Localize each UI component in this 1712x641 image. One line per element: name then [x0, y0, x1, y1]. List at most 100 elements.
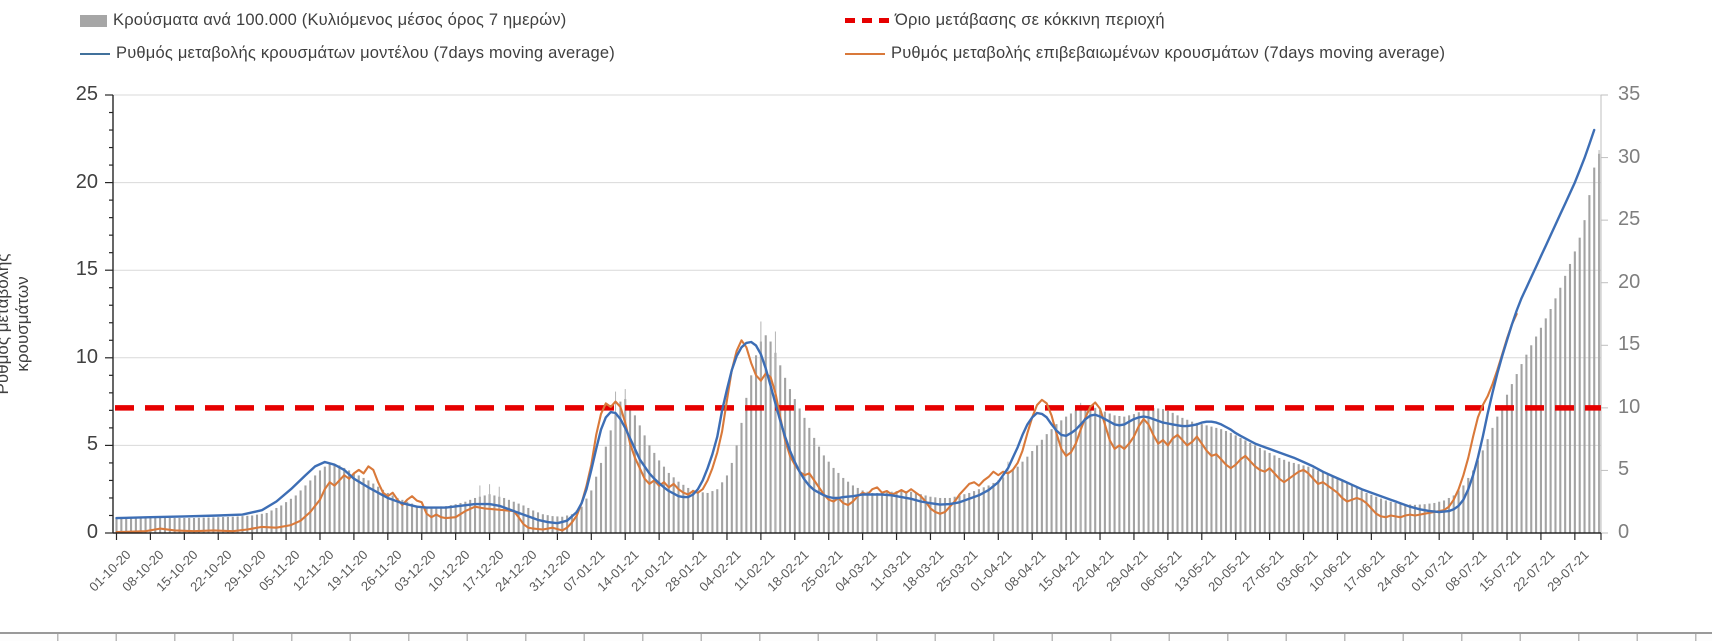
- bar: [372, 483, 375, 533]
- bar: [1346, 482, 1349, 533]
- bar: [1244, 440, 1247, 533]
- bar: [842, 477, 845, 533]
- bar: [730, 462, 733, 533]
- bar: [527, 507, 530, 533]
- bar: [619, 401, 622, 533]
- bar: [1404, 504, 1407, 533]
- bar: [740, 422, 743, 533]
- y-axis-left-tick-label: 15: [75, 258, 98, 281]
- bar: [561, 516, 564, 533]
- bar: [188, 517, 191, 533]
- bar: [536, 512, 540, 533]
- bar: [750, 375, 753, 533]
- bar: [507, 499, 510, 533]
- bar: [285, 502, 288, 533]
- bar: [454, 504, 457, 533]
- bar: [1065, 416, 1068, 533]
- bar: [260, 513, 263, 533]
- bar: [1021, 461, 1024, 533]
- bar: [149, 517, 152, 533]
- bar: [1399, 503, 1402, 533]
- bar: [1060, 420, 1063, 533]
- bar: [788, 389, 792, 533]
- bar: [1564, 275, 1567, 533]
- bar: [367, 480, 370, 533]
- bar: [1462, 485, 1465, 533]
- bar: [1036, 445, 1039, 533]
- bar: [246, 515, 249, 533]
- bar: [212, 517, 215, 533]
- model-rate-line: [115, 128, 1596, 525]
- bar: [1108, 413, 1111, 533]
- bar-spike: [624, 389, 626, 533]
- bar: [352, 472, 355, 533]
- bar: [1055, 424, 1058, 533]
- bar: [1423, 504, 1426, 533]
- bar: [1341, 480, 1344, 533]
- bar: [1074, 410, 1077, 533]
- bar: [609, 430, 612, 533]
- bar: [1220, 429, 1223, 533]
- bar: [1409, 504, 1412, 533]
- bar: [1442, 500, 1446, 533]
- bar: [503, 497, 506, 533]
- orange-line-swatch-icon: [845, 52, 885, 55]
- bar: [178, 517, 181, 533]
- bar: [876, 492, 879, 533]
- bar: [1549, 308, 1552, 533]
- bar: [817, 446, 821, 533]
- bar: [430, 506, 433, 533]
- bar: [469, 499, 472, 533]
- bar: [1491, 427, 1494, 533]
- y-axis-right-tick-label: 20: [1618, 270, 1641, 293]
- bar: [483, 495, 486, 533]
- bar: [658, 460, 661, 533]
- bar: [1365, 492, 1368, 533]
- blue-line-swatch-icon: [80, 52, 110, 55]
- bar-spike: [1598, 150, 1600, 533]
- legend-item-model-rate: Ρυθμός μεταβολής κρουσμάτων μοντέλου (7d…: [80, 44, 615, 63]
- y-axis-left-tick-label: 0: [86, 521, 98, 543]
- bar: [1544, 318, 1547, 533]
- bar: [1263, 450, 1266, 533]
- bar: [1200, 424, 1203, 533]
- bar: [997, 480, 1000, 533]
- bar: [1239, 437, 1242, 533]
- bar: [1113, 415, 1116, 533]
- y-axis-right-tick-label: 30: [1618, 145, 1641, 168]
- bar: [328, 462, 331, 533]
- bar: [440, 506, 443, 533]
- bar: [217, 517, 220, 533]
- bar: [323, 466, 326, 533]
- bar: [638, 425, 641, 533]
- bar: [939, 497, 942, 533]
- bar: [1128, 415, 1131, 533]
- bar: [1210, 426, 1213, 533]
- bar: [1273, 455, 1276, 533]
- bar: [144, 517, 147, 533]
- bar: [924, 495, 927, 533]
- bar: [1031, 451, 1034, 533]
- bar: [1486, 439, 1489, 533]
- bar: [129, 517, 133, 533]
- bar: [1045, 434, 1048, 533]
- bar: [294, 495, 297, 533]
- bar: [1467, 477, 1470, 533]
- bar: [1157, 408, 1160, 533]
- bar: [1161, 409, 1165, 533]
- bar-spike: [760, 321, 762, 533]
- bar: [1433, 502, 1436, 533]
- bar: [1215, 427, 1218, 533]
- bar: [134, 517, 137, 533]
- bar: [289, 498, 292, 533]
- bar: [851, 485, 854, 533]
- bar: [1287, 461, 1291, 533]
- bar: [1447, 497, 1450, 533]
- bar-spike: [615, 391, 617, 533]
- y-axis-right-tick-label: 25: [1618, 208, 1641, 231]
- bar: [401, 499, 404, 533]
- bar: [1089, 407, 1092, 533]
- bar: [1302, 465, 1305, 533]
